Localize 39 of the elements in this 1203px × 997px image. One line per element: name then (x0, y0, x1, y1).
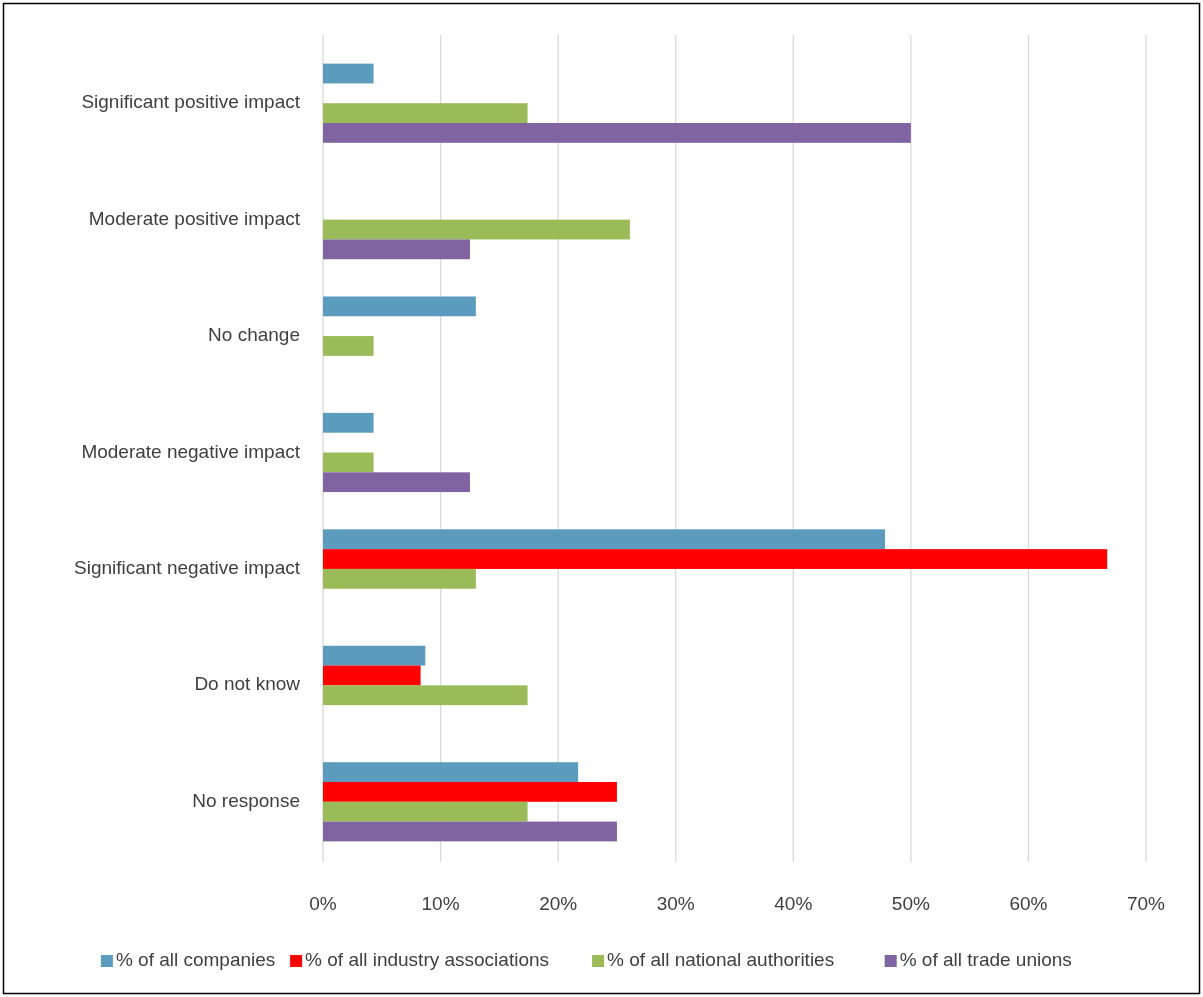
x-tick-label: 0% (309, 893, 337, 914)
bar (323, 821, 617, 842)
y-tick-label: Do not know (194, 673, 301, 695)
x-tick-label: 40% (774, 893, 813, 914)
bar (323, 665, 421, 686)
y-tick-label: Significant positive impact (81, 91, 301, 113)
y-tick-label: Significant negative impact (73, 556, 301, 578)
bar (323, 568, 476, 589)
bar (323, 685, 528, 706)
y-tick-label: No change (208, 324, 300, 346)
bar (323, 336, 374, 356)
y-tick-label: No response (192, 789, 300, 811)
bar (323, 103, 528, 124)
y-tick-label: Moderate positive impact (88, 207, 301, 229)
bar (323, 63, 374, 84)
bar (323, 529, 885, 550)
x-tick-label: 20% (539, 893, 578, 914)
legend-label: % of all national authorities (607, 949, 835, 971)
bar (323, 123, 911, 143)
bar (323, 239, 470, 260)
x-tick-label: 50% (891, 893, 930, 914)
bar (323, 801, 528, 822)
bar (323, 781, 617, 802)
bar (323, 219, 630, 240)
bar (323, 472, 470, 493)
bar (323, 296, 476, 317)
bar (323, 452, 374, 473)
legend-label: % of all industry associations (305, 949, 550, 971)
x-tick-label: 70% (1126, 893, 1166, 914)
legend-label: % of all companies (115, 949, 276, 971)
bar (323, 762, 579, 782)
x-tick-label: 30% (656, 893, 695, 914)
bar (323, 412, 374, 433)
legend-label: % of all trade unions (899, 949, 1072, 971)
x-tick-label: 60% (1009, 893, 1048, 914)
y-tick-label: Moderate negative impact (81, 440, 301, 462)
bar (323, 645, 426, 666)
bar (323, 549, 1108, 569)
x-tick-label: 10% (421, 893, 460, 914)
